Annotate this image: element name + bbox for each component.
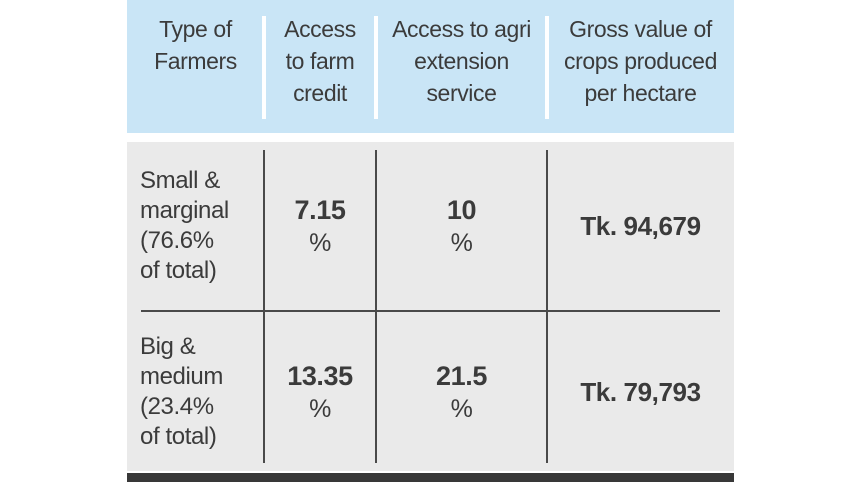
extension-service-cell: 10 %: [376, 142, 547, 310]
farm-credit-cell: 7.15 %: [264, 142, 376, 310]
farm-credit-cell: 13.35 %: [264, 313, 376, 471]
farmers-access-table: Type of Farmers Access to farm credit Ac…: [127, 0, 734, 482]
gross-value-cell: Tk. 94,679: [547, 142, 734, 310]
table-row-small-marginal: Small & marginal (76.6% of total) 7.15 %…: [127, 142, 734, 310]
header-column-divider: [545, 16, 549, 119]
table-body: Small & marginal (76.6% of total) 7.15 %…: [127, 142, 734, 471]
header-column-divider: [374, 16, 378, 119]
table-row-big-medium: Big & medium (23.4% of total) 13.35 % 21…: [127, 313, 734, 471]
table-header-row: Type of Farmers Access to farm credit Ac…: [127, 0, 734, 133]
row-separator-line: [141, 310, 720, 312]
header-gross-value: Gross value of crops produced per hectar…: [564, 16, 717, 106]
bottom-rule-bar: [127, 473, 734, 482]
farm-credit-value: 13.35: [287, 361, 353, 391]
header-access-farm-credit: Access to farm credit: [284, 16, 356, 106]
row-label-cell: Big & medium (23.4% of total): [127, 313, 264, 471]
percent-sign: %: [450, 229, 473, 257]
percent-sign: %: [309, 229, 331, 257]
extension-service-cell: 21.5 %: [376, 313, 547, 471]
row-label-cell: Small & marginal (76.6% of total): [127, 142, 264, 310]
extension-service-value: 10: [446, 195, 477, 225]
row-label: Big & medium (23.4% of total): [140, 333, 223, 450]
gross-value: Tk. 94,679: [580, 210, 701, 241]
gross-value-cell: Tk. 79,793: [547, 313, 734, 471]
percent-sign: %: [450, 395, 473, 423]
body-column-divider: [546, 150, 548, 463]
header-access-agri-extension: Access to agri extension service: [392, 16, 531, 106]
extension-service-value: 21.5: [436, 361, 487, 391]
body-column-divider: [263, 150, 265, 463]
percent-sign: %: [309, 395, 331, 423]
header-column-divider: [262, 16, 266, 119]
gross-value: Tk. 79,793: [580, 376, 701, 407]
header-type-of-farmers: Type of Farmers: [154, 16, 237, 74]
farm-credit-value: 7.15: [294, 195, 346, 225]
body-column-divider: [375, 150, 377, 463]
row-label: Small & marginal (76.6% of total): [140, 167, 229, 284]
